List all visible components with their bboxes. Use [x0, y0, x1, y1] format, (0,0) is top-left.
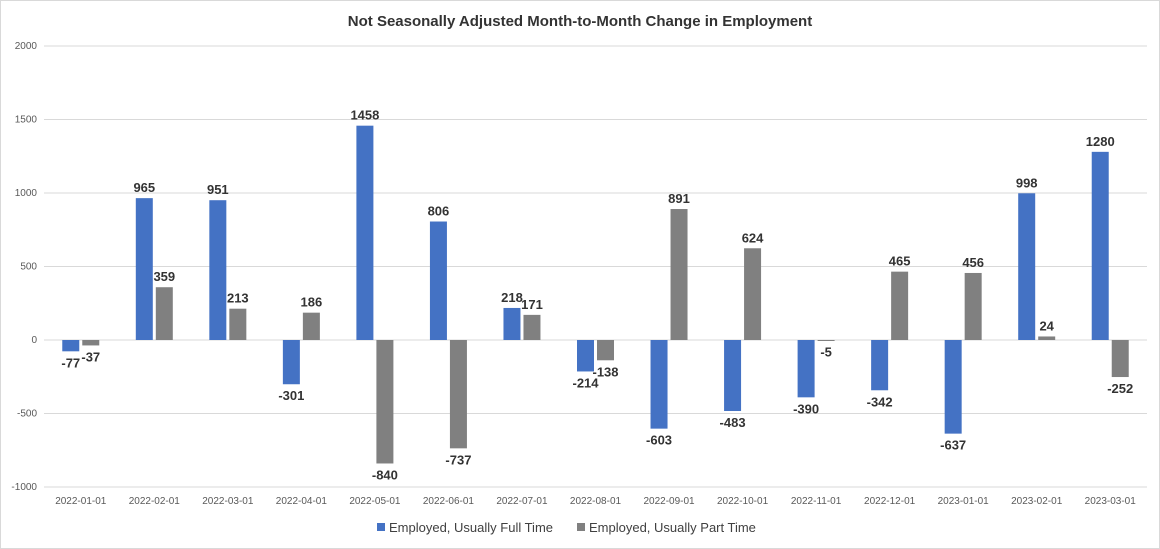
y-tick-label: -500 — [17, 409, 37, 420]
data-label: 1280 — [1086, 134, 1115, 149]
bar-series-2 — [817, 340, 835, 341]
y-axis-ticks: 2000 1500 1000 500 0 -500 -1000 — [11, 41, 37, 493]
data-label: -737 — [445, 452, 471, 467]
x-tick-label: 2022-08-01 — [570, 496, 622, 507]
data-label: 624 — [742, 230, 764, 245]
data-label: -5 — [820, 345, 832, 360]
x-tick-label: 2022-09-01 — [643, 496, 695, 507]
bar-series-1 — [62, 340, 80, 352]
legend-item-2: Employed, Usually Part Time — [577, 520, 756, 535]
bar-series-2 — [891, 271, 909, 340]
bar-series-1 — [1091, 151, 1109, 340]
bar-series-2 — [670, 209, 688, 340]
bar-series-2 — [1111, 340, 1129, 378]
x-tick-label: 2022-11-01 — [791, 496, 842, 507]
x-tick-label: 2023-01-01 — [938, 496, 990, 507]
data-label: 891 — [668, 191, 690, 206]
data-label: -342 — [867, 394, 893, 409]
data-label: 456 — [962, 255, 984, 270]
x-tick-label: 2022-07-01 — [496, 496, 548, 507]
bar-series-1 — [650, 340, 668, 429]
bar-series-1 — [797, 340, 815, 398]
y-tick-label: 1500 — [15, 115, 38, 126]
x-tick-label: 2022-05-01 — [349, 496, 401, 507]
x-tick-label: 2023-03-01 — [1085, 496, 1137, 507]
y-tick-label: 500 — [20, 262, 37, 273]
bar-series-1 — [209, 200, 227, 340]
x-tick-label: 2022-03-01 — [202, 496, 254, 507]
data-label: 806 — [428, 204, 450, 219]
legend: Employed, Usually Full Time Employed, Usu… — [377, 520, 756, 535]
x-axis-ticks: 2022-01-01 2022-02-01 2022-03-01 2022-04-01… — [55, 496, 1136, 507]
bar-series-1 — [944, 340, 962, 434]
x-tick-label: 2022-12-01 — [864, 496, 916, 507]
x-tick-label: 2022-02-01 — [129, 496, 181, 507]
data-label: -138 — [592, 364, 618, 379]
data-label: -840 — [372, 467, 398, 482]
legend-label: Employed, Usually Part Time — [589, 520, 756, 535]
data-label: -37 — [81, 349, 100, 364]
chart-title: Not Seasonally Adjusted Month-to-Month C… — [348, 13, 812, 30]
bar-series-2 — [964, 272, 982, 340]
data-label: 213 — [227, 291, 249, 306]
bar-series-2 — [376, 340, 394, 464]
data-label: -252 — [1107, 381, 1133, 396]
y-tick-label: -1000 — [11, 482, 37, 493]
bar-series-2 — [744, 248, 762, 340]
bars-layer — [62, 125, 1129, 464]
bar-series-2 — [1038, 336, 1056, 340]
bar-series-1 — [135, 198, 153, 340]
bar-series-1 — [1018, 193, 1036, 340]
x-tick-label: 2022-10-01 — [717, 496, 769, 507]
data-label: -301 — [278, 388, 304, 403]
y-tick-label: 2000 — [15, 41, 38, 52]
grid-layer — [44, 45, 1147, 488]
bar-series-2 — [523, 314, 541, 340]
x-tick-label: 2022-04-01 — [276, 496, 328, 507]
data-label: -483 — [720, 415, 746, 430]
x-tick-label: 2022-01-01 — [55, 496, 107, 507]
bar-series-2 — [229, 308, 247, 340]
bar-series-1 — [577, 340, 594, 372]
bar-series-1 — [429, 221, 447, 340]
bar-series-1 — [871, 340, 889, 391]
bar-series-2 — [155, 287, 173, 340]
y-tick-label: 1000 — [15, 188, 38, 199]
data-label: 465 — [889, 254, 911, 269]
data-label: 186 — [301, 295, 323, 310]
legend-swatch — [377, 523, 385, 531]
x-tick-label: 2023-02-01 — [1011, 496, 1063, 507]
bar-series-2 — [597, 340, 614, 361]
bar-series-1 — [282, 340, 300, 385]
data-label: 171 — [521, 297, 543, 312]
x-tick-label: 2022-06-01 — [423, 496, 475, 507]
data-label: -214 — [572, 375, 599, 390]
bar-series-1 — [503, 307, 521, 340]
data-labels-layer: -77 -37 965 359 951 213 -301 186 1458 -840 806 -737… — [61, 108, 1133, 483]
data-label: 951 — [207, 182, 229, 197]
data-label: 359 — [153, 269, 175, 284]
bar-series-2 — [82, 340, 100, 346]
data-label: -390 — [793, 401, 819, 416]
data-label: -77 — [61, 355, 80, 370]
data-label: 1458 — [350, 108, 379, 123]
data-label: 965 — [133, 180, 155, 195]
y-tick-label: 0 — [31, 335, 37, 346]
bar-series-1 — [724, 340, 742, 412]
legend-label: Employed, Usually Full Time — [389, 520, 553, 535]
data-label: -637 — [940, 438, 966, 453]
legend-swatch — [577, 523, 585, 531]
data-label: 998 — [1016, 175, 1038, 190]
bar-series-1 — [356, 125, 374, 340]
data-label: 24 — [1039, 318, 1054, 333]
bar-series-2 — [449, 340, 467, 449]
data-label: 218 — [501, 290, 523, 305]
data-label: -603 — [646, 433, 672, 448]
legend-item-1: Employed, Usually Full Time — [377, 520, 553, 535]
bar-series-2 — [302, 312, 320, 340]
